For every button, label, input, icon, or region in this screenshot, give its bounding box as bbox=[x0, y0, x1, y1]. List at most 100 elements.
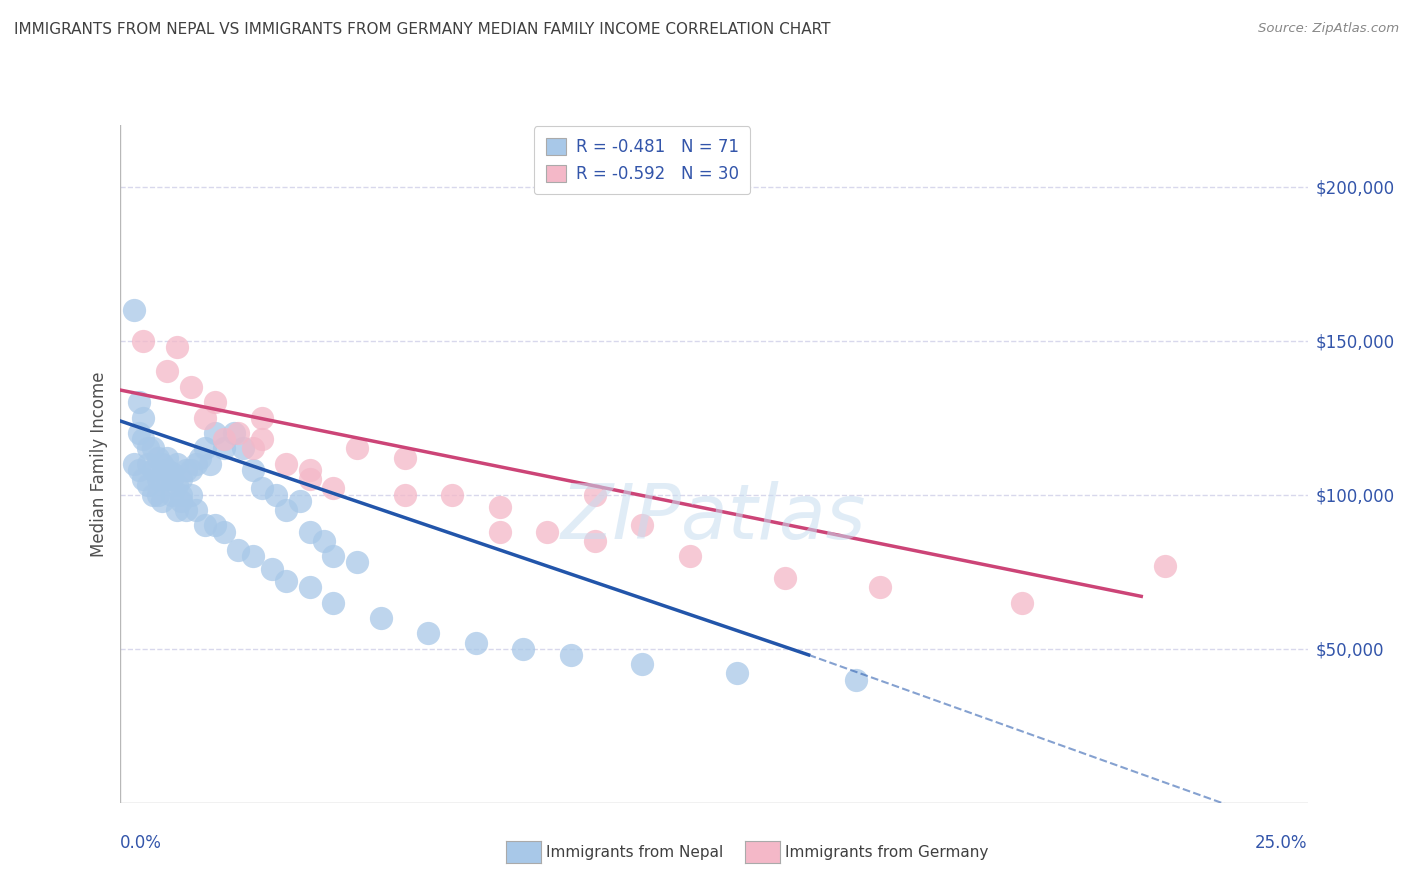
Point bbox=[536, 524, 558, 539]
Point bbox=[394, 450, 416, 465]
Point bbox=[166, 340, 188, 354]
Point bbox=[204, 425, 226, 440]
Text: Source: ZipAtlas.com: Source: ZipAtlas.com bbox=[1258, 22, 1399, 36]
Point bbox=[194, 442, 217, 456]
Y-axis label: Median Family Income: Median Family Income bbox=[90, 371, 108, 557]
Point bbox=[725, 666, 748, 681]
Point bbox=[212, 442, 235, 456]
Point bbox=[156, 450, 179, 465]
Point bbox=[228, 543, 250, 558]
Point bbox=[512, 641, 534, 656]
Point bbox=[322, 549, 344, 564]
Point bbox=[150, 457, 173, 471]
Point bbox=[150, 472, 173, 486]
Point bbox=[142, 463, 165, 477]
Point bbox=[132, 334, 155, 348]
Point bbox=[394, 488, 416, 502]
Point bbox=[773, 571, 796, 585]
Point bbox=[212, 524, 235, 539]
Point bbox=[122, 302, 145, 317]
Point bbox=[166, 503, 188, 517]
Point bbox=[583, 533, 606, 548]
Legend: R = -0.481   N = 71, R = -0.592   N = 30: R = -0.481 N = 71, R = -0.592 N = 30 bbox=[534, 127, 751, 194]
Point bbox=[322, 482, 344, 496]
Point bbox=[180, 380, 202, 394]
Point bbox=[184, 503, 207, 517]
Point bbox=[142, 488, 165, 502]
Point bbox=[250, 432, 273, 446]
Point bbox=[250, 482, 273, 496]
Point bbox=[1154, 558, 1177, 573]
Point bbox=[298, 472, 321, 486]
Point bbox=[146, 450, 169, 465]
Point bbox=[631, 657, 654, 672]
Point bbox=[346, 556, 368, 570]
Text: ZIPatlas: ZIPatlas bbox=[561, 481, 866, 555]
Point bbox=[132, 432, 155, 446]
Point bbox=[370, 611, 392, 625]
Point bbox=[136, 478, 159, 492]
Point bbox=[222, 425, 245, 440]
Point bbox=[184, 457, 207, 471]
Point bbox=[869, 580, 891, 594]
Point bbox=[260, 561, 283, 575]
Point bbox=[418, 626, 440, 640]
Point bbox=[631, 518, 654, 533]
Point bbox=[128, 425, 150, 440]
Point bbox=[132, 472, 155, 486]
Point bbox=[288, 493, 311, 508]
Point bbox=[170, 488, 193, 502]
Point bbox=[128, 463, 150, 477]
Point bbox=[188, 450, 211, 465]
Point bbox=[194, 518, 217, 533]
Point bbox=[160, 466, 183, 480]
Point bbox=[136, 457, 159, 471]
Point bbox=[1011, 595, 1033, 609]
Point bbox=[583, 488, 606, 502]
Point bbox=[122, 457, 145, 471]
Point bbox=[441, 488, 464, 502]
Point bbox=[204, 395, 226, 409]
Point bbox=[174, 503, 197, 517]
Point bbox=[242, 463, 264, 477]
Point bbox=[679, 549, 702, 564]
Text: Immigrants from Germany: Immigrants from Germany bbox=[785, 846, 988, 860]
Point bbox=[132, 410, 155, 425]
Point bbox=[312, 533, 335, 548]
Point bbox=[174, 463, 197, 477]
Point bbox=[160, 472, 183, 486]
Point bbox=[180, 488, 202, 502]
Point bbox=[146, 488, 169, 502]
Point bbox=[242, 442, 264, 456]
Point bbox=[170, 472, 193, 486]
Point bbox=[845, 673, 868, 687]
Point bbox=[322, 595, 344, 609]
Point bbox=[156, 463, 179, 477]
Point bbox=[242, 549, 264, 564]
Point bbox=[204, 518, 226, 533]
Point bbox=[156, 472, 179, 486]
Text: 25.0%: 25.0% bbox=[1256, 834, 1308, 852]
Point bbox=[136, 442, 159, 456]
Text: IMMIGRANTS FROM NEPAL VS IMMIGRANTS FROM GERMANY MEDIAN FAMILY INCOME CORRELATIO: IMMIGRANTS FROM NEPAL VS IMMIGRANTS FROM… bbox=[14, 22, 831, 37]
Point bbox=[464, 635, 488, 649]
Point bbox=[228, 425, 250, 440]
Point bbox=[156, 364, 179, 378]
Point bbox=[274, 457, 297, 471]
Point bbox=[170, 493, 193, 508]
Point bbox=[298, 580, 321, 594]
Point bbox=[198, 457, 221, 471]
Point bbox=[232, 442, 254, 456]
Point bbox=[488, 524, 510, 539]
Point bbox=[160, 488, 183, 502]
Point bbox=[560, 648, 582, 662]
Point bbox=[166, 478, 188, 492]
Point bbox=[212, 432, 235, 446]
Text: 0.0%: 0.0% bbox=[120, 834, 162, 852]
Point bbox=[194, 410, 217, 425]
Point bbox=[298, 524, 321, 539]
Point bbox=[266, 488, 288, 502]
Text: Immigrants from Nepal: Immigrants from Nepal bbox=[546, 846, 723, 860]
Point bbox=[180, 463, 202, 477]
Point bbox=[346, 442, 368, 456]
